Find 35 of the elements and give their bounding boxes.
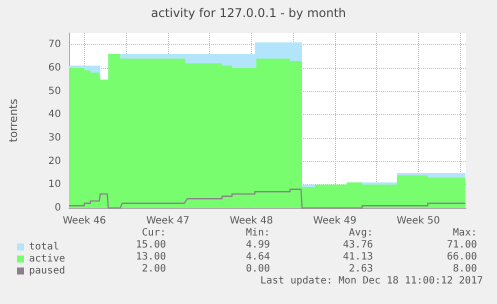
text: Last update: Mon Dec 18 11:00:12 2017 bbox=[260, 276, 483, 286]
text: 2.63 bbox=[348, 264, 373, 274]
y-tick-label: 30 bbox=[48, 132, 61, 144]
x-tick-label: Week 47 bbox=[146, 216, 190, 226]
legend-label: total bbox=[29, 242, 60, 252]
y-tick-label: 50 bbox=[48, 86, 61, 97]
text: Min: bbox=[246, 228, 270, 238]
text: 15.00 bbox=[136, 240, 166, 250]
text: 43.76 bbox=[342, 240, 373, 250]
text: 2.00 bbox=[142, 264, 166, 274]
text: 13.00 bbox=[136, 252, 166, 262]
x-tick-label: Week 49 bbox=[313, 216, 356, 226]
x-tick-label: Week 46 bbox=[62, 216, 106, 226]
y-tick-label: 60 bbox=[48, 62, 61, 74]
y-tick-label: 40 bbox=[48, 109, 61, 120]
text: 71.00 bbox=[446, 240, 477, 250]
legend-label: active bbox=[29, 254, 66, 264]
text: Max: bbox=[452, 228, 477, 238]
x-tick-label: Week 48 bbox=[230, 216, 274, 226]
text: 4.64 bbox=[246, 252, 270, 262]
text: 41.13 bbox=[342, 252, 373, 262]
text: 66.00 bbox=[446, 252, 477, 262]
y-tick-label: 10 bbox=[48, 179, 61, 190]
chart-title: activity for 127.0.0.1 - by month bbox=[150, 6, 346, 20]
text: 0.00 bbox=[246, 264, 270, 274]
text: Avg: bbox=[348, 228, 373, 238]
text: Cur: bbox=[142, 228, 166, 238]
legend-label: paused bbox=[29, 266, 66, 276]
y-tick-label: 70 bbox=[48, 39, 61, 50]
y-axis-title: torrents bbox=[7, 98, 20, 142]
text: 4.99 bbox=[246, 240, 270, 250]
y-tick-label: 0 bbox=[54, 202, 61, 214]
text: 8.00 bbox=[452, 264, 477, 274]
x-tick-label: Week 50 bbox=[396, 216, 440, 226]
y-tick-label: 20 bbox=[48, 156, 61, 167]
